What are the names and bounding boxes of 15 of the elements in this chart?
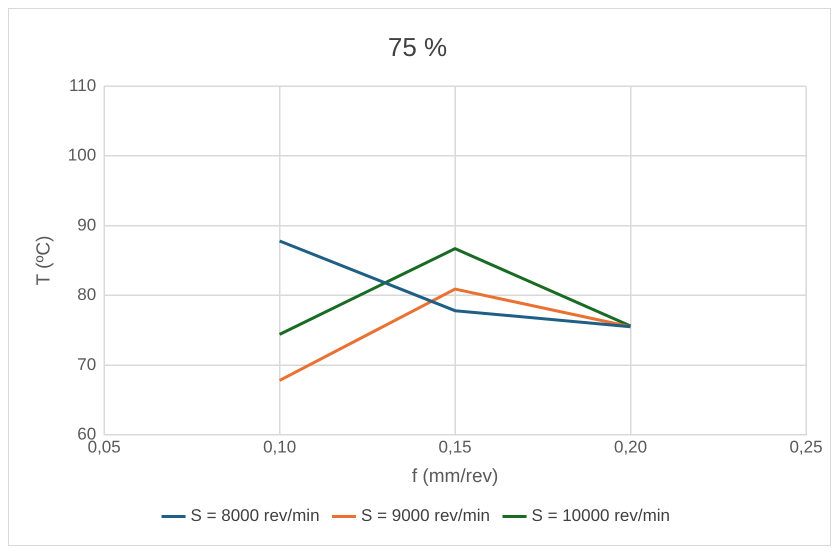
- x-tick-label: 0,25: [789, 438, 823, 457]
- y-tick-label: 90: [77, 215, 96, 234]
- legend-label: S = 8000 rev/min: [190, 506, 320, 526]
- y-tick-label: 100: [68, 146, 96, 165]
- x-tick-label: 0,15: [438, 438, 472, 457]
- y-tick-label: 70: [77, 354, 96, 374]
- y-tick-label: 80: [77, 285, 96, 304]
- x-tick-label: 0,20: [614, 438, 648, 457]
- x-axis-title: f (mm/rev): [412, 466, 498, 487]
- y-axis-title: T (ºC): [34, 236, 55, 286]
- y-tick-label: 110: [69, 76, 96, 95]
- x-tick-label: 0,10: [263, 438, 296, 457]
- legend-label: S = 9000 rev/min: [361, 506, 490, 526]
- legend-label: S = 10000 rev/min: [532, 506, 670, 526]
- chart-title: 75 %: [388, 32, 448, 62]
